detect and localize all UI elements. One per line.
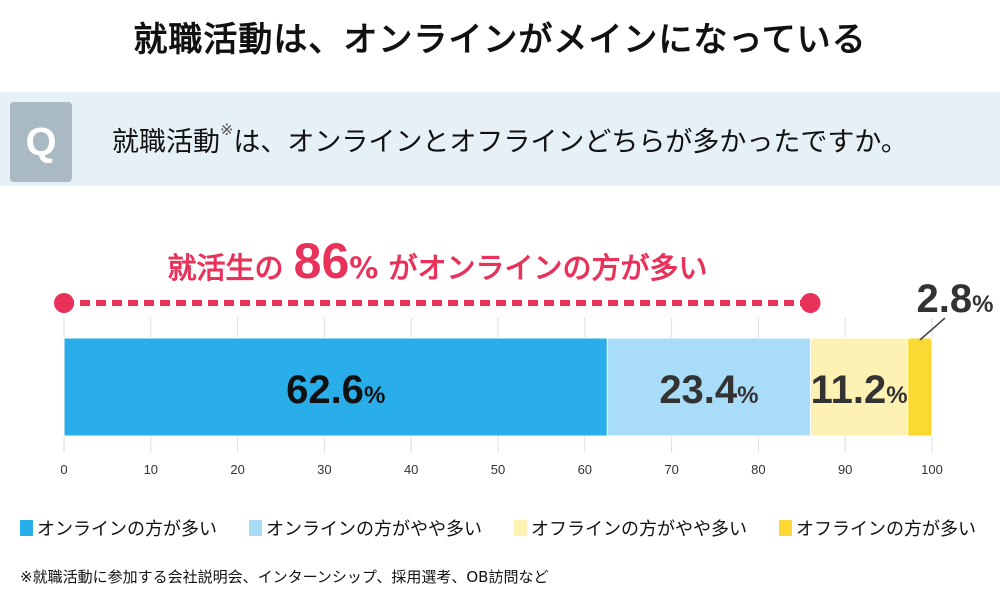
data-label-value: 2.8 <box>917 277 973 321</box>
x-tick-label: 100 <box>921 462 943 477</box>
question-band <box>0 92 1000 186</box>
x-tick-label: 10 <box>144 462 158 477</box>
leader-line <box>919 317 946 341</box>
headline-post: がオンラインの方が多い <box>388 251 708 285</box>
x-tick-label: 40 <box>404 462 418 477</box>
headline-pre: 就活生の <box>167 251 284 285</box>
x-tick-label: 70 <box>664 462 678 477</box>
bracket-end-dot <box>800 293 821 313</box>
legend: オンラインの方が多い オンラインの方がやや多い オフラインの方がやや多い オフラインの… <box>20 515 976 541</box>
question-text-a: 就職活動 <box>112 127 220 158</box>
data-label-unit: % <box>737 382 758 409</box>
data-label-value: 62.6 <box>286 368 364 412</box>
bracket-start-dot <box>54 293 74 313</box>
legend-label: オフラインの方がやや多い <box>531 519 747 540</box>
headline-value: 86 <box>293 233 350 289</box>
legend-label: オンラインの方が多い <box>37 519 217 540</box>
data-label-unit: % <box>886 382 907 409</box>
data-label: 62.6% <box>286 368 385 412</box>
x-tick-label: 80 <box>751 462 765 477</box>
legend-item: オフラインの方が多い <box>779 515 976 541</box>
question-badge: Q <box>10 102 72 182</box>
data-label-value: 23.4 <box>659 368 738 412</box>
x-tick-label: 30 <box>317 462 331 477</box>
data-label-unit: % <box>364 382 385 409</box>
legend-swatch <box>514 520 527 536</box>
legend-label: オンラインの方がやや多い <box>266 519 482 540</box>
x-tick-label: 0 <box>60 462 67 477</box>
legend-label: オフラインの方が多い <box>796 519 976 540</box>
bar-segment <box>606 337 811 437</box>
headline-unit: % <box>349 251 379 285</box>
bar-segment <box>63 337 608 437</box>
legend-item: オンラインの方がやや多い <box>249 515 482 541</box>
legend-item: オフラインの方がやや多い <box>514 515 747 541</box>
legend-swatch <box>249 520 262 536</box>
data-label: 11.2% <box>811 368 908 412</box>
legend-swatch <box>779 520 792 536</box>
data-label-unit: % <box>972 291 993 318</box>
data-label-value: 11.2 <box>811 368 887 412</box>
question-text-b: は、オンラインとオフラインどちらが多かったですか。 <box>233 127 908 158</box>
footnote-mark: ※ <box>220 120 234 139</box>
legend-item: オンラインの方が多い <box>20 515 217 541</box>
x-tick-label: 20 <box>230 462 244 477</box>
x-tick-label: 50 <box>491 462 505 477</box>
data-label: 2.8% <box>917 277 994 321</box>
bar-segment <box>907 337 933 437</box>
bar-segment <box>809 337 909 437</box>
headline: 就活生の 86% がオンラインの方が多い <box>0 232 875 290</box>
legend-swatch <box>20 520 33 536</box>
x-tick-label: 90 <box>838 462 852 477</box>
question-text: 就職活動※は、オンラインとオフラインどちらが多かったですか。 <box>112 120 908 159</box>
x-tick-label: 60 <box>578 462 592 477</box>
data-label: 23.4% <box>659 368 758 412</box>
page-title: 就職活動は、オンラインがメインになっている <box>133 20 867 60</box>
footnote: ※就職活動に参加する会社説明会、インターンシップ、採用選考、OB訪問など <box>20 568 549 586</box>
